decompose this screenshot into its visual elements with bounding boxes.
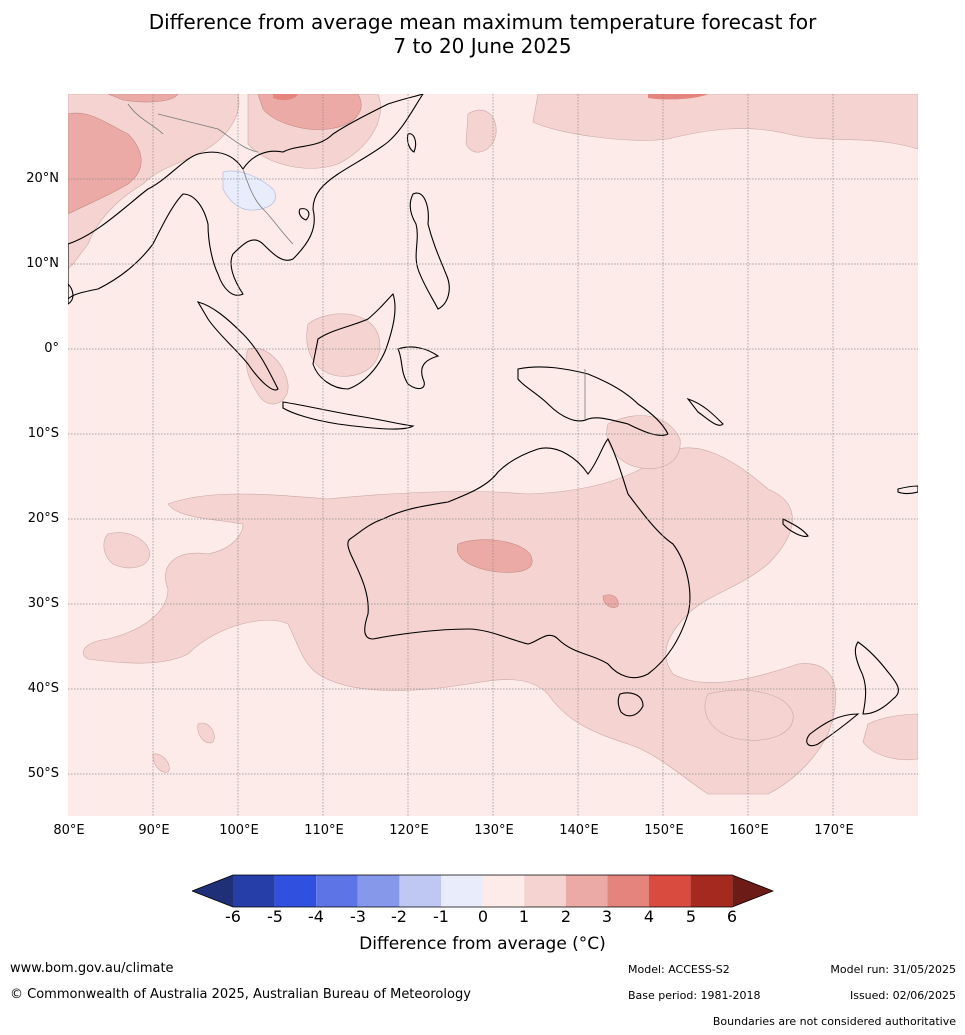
lon-label-170e: 170°E (814, 823, 854, 838)
lon-label-140e: 140°E (559, 823, 599, 838)
colorbar-segment-1 (233, 875, 275, 907)
map-title: Difference from average mean maximum tem… (0, 10, 965, 58)
lon-label-160e: 160°E (729, 823, 769, 838)
colorbar-tick: -5 (267, 907, 283, 926)
colorbar-segment-3 (316, 875, 358, 907)
colorbar-segment-2 (274, 875, 317, 907)
colorbar-tick: 1 (518, 907, 530, 926)
colorbar-segment-8 (524, 875, 566, 907)
lat-label-40s: 40°S (27, 681, 59, 696)
title-line-1: Difference from average mean maximum tem… (148, 10, 817, 34)
colorbar-segment-6 (441, 875, 483, 907)
boundaries-disclaimer: Boundaries are not considered authoritat… (712, 1015, 956, 1028)
colorbar-tick: 5 (685, 907, 697, 926)
model-info: Model: ACCESS-S2 (628, 963, 730, 976)
lat-label-30s: 30°S (27, 596, 59, 611)
forecast-map (68, 94, 918, 816)
colorbar-low-extend (192, 875, 233, 907)
website-link[interactable]: www.bom.gov.au/climate (10, 961, 174, 976)
lon-label-120e: 120°E (389, 823, 429, 838)
issued-info: Issued: 02/06/2025 (849, 989, 956, 1002)
graticule (68, 94, 918, 816)
colorbar-tick: 6 (726, 907, 738, 926)
colorbar (192, 874, 774, 908)
anomaly-2-3-regions (68, 94, 619, 608)
colorbar-label: Difference from average (°C) (359, 934, 606, 954)
colorbar-tick: -4 (308, 907, 324, 926)
colorbar-segment-4 (357, 875, 400, 907)
lon-label-100e: 100°E (219, 823, 259, 838)
colorbar-segment-7 (482, 875, 525, 907)
lat-label-20n: 20°N (26, 171, 59, 186)
lat-label-50s: 50°S (27, 766, 59, 781)
lon-label-150e: 150°E (644, 823, 684, 838)
map-canvas (68, 94, 918, 816)
base-period-info: Base period: 1981-2018 (628, 989, 761, 1002)
colorbar-tick: -3 (350, 907, 366, 926)
lat-label-0: 0° (44, 341, 59, 356)
title-line-2: 7 to 20 June 2025 (393, 34, 572, 58)
colorbar-tick: -2 (391, 907, 407, 926)
lon-label-80e: 80°E (53, 823, 85, 838)
colorbar-segment-5 (399, 875, 441, 907)
colorbar-segment-9 (565, 875, 608, 907)
copyright-notice: © Commonwealth of Australia 2025, Austra… (10, 987, 471, 1002)
coastlines (68, 94, 918, 747)
colorbar-segment-11 (649, 875, 691, 907)
colorbar-high-extend (732, 875, 773, 907)
lon-label-130e: 130°E (474, 823, 514, 838)
lat-label-10s: 10°S (27, 426, 59, 441)
country-borders (127, 103, 586, 419)
anomaly-neg-1-0-region (222, 170, 276, 211)
colorbar-segment-12 (690, 875, 733, 907)
colorbar-tick: 4 (643, 907, 655, 926)
lon-label-110e: 110°E (304, 823, 344, 838)
colorbar-tick: 0 (477, 907, 489, 926)
colorbar-tick: -1 (433, 907, 449, 926)
colorbar-tick: 2 (560, 907, 572, 926)
lat-label-10n: 10°N (26, 256, 59, 271)
colorbar-tick: 3 (601, 907, 613, 926)
lon-label-90e: 90°E (138, 823, 170, 838)
colorbar-outline (192, 874, 774, 908)
colorbar-segment-10 (607, 875, 649, 907)
colorbar-tick: -6 (225, 907, 241, 926)
model-run-info: Model run: 31/05/2025 (830, 963, 956, 976)
lat-label-20s: 20°S (27, 511, 59, 526)
